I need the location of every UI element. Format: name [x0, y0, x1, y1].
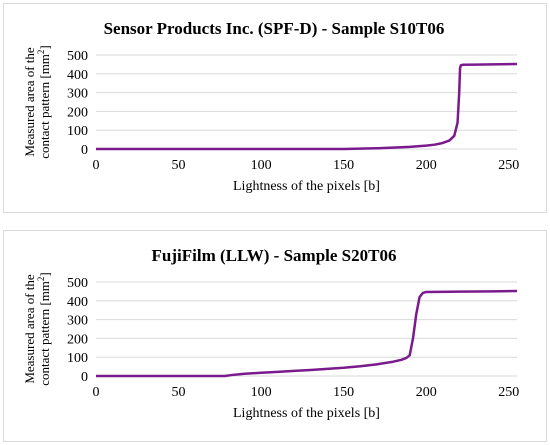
x-tick-label: 50 [172, 158, 186, 173]
x-axis-label: Lightness of the pixels [b] [233, 406, 380, 421]
chart-panel-sensor-products: Sensor Products Inc. (SPF-D) - Sample S1… [3, 3, 547, 213]
y-tick-label: 300 [67, 87, 88, 102]
y-axis-label-suffix: ] [37, 45, 52, 49]
y-tick-label: 400 [67, 295, 88, 310]
chart-panel-fujifilm: FujiFilm (LLW) - Sample S20T06 0 100 200 300… [3, 230, 547, 442]
y-axis-label-line2: contact pattern [mm2] [36, 272, 52, 386]
y-axis-label-line2: contact pattern [mm2] [36, 45, 52, 159]
y-tick-label: 200 [67, 332, 88, 347]
y-tick-label: 100 [67, 351, 88, 366]
y-axis-label-text: contact pattern [mm [37, 54, 52, 159]
y-tick-label: 300 [67, 314, 88, 329]
y-tick-label: 500 [67, 276, 88, 291]
y-axis-label: Measured area of the contact pattern [mm2… [22, 272, 52, 386]
chart-title: FujiFilm (LLW) - Sample S20T06 [152, 246, 397, 265]
x-axis-label: Lightness of the pixels [b] [233, 179, 380, 194]
chart-title: Sensor Products Inc. (SPF-D) - Sample S1… [104, 19, 445, 38]
y-tick-label: 200 [67, 105, 88, 120]
x-tick-label: 0 [93, 158, 100, 173]
y-axis-label-line1: Measured area of the [22, 274, 37, 384]
y-tick-label: 0 [81, 370, 88, 385]
y-axis-label: Measured area of the contact pattern [mm2… [22, 45, 52, 159]
series-line [96, 62, 518, 151]
chart-sensor-products: Sensor Products Inc. (SPF-D) - Sample S1… [22, 19, 519, 194]
x-tick-label: 250 [498, 385, 519, 400]
y-axis-label-superscript: 2 [36, 277, 46, 282]
x-tick-label: 0 [93, 385, 100, 400]
x-tick-label: 150 [333, 385, 354, 400]
y-tick-label: 500 [67, 49, 88, 64]
x-tick-label: 100 [251, 158, 272, 173]
y-tick-label: 0 [81, 143, 88, 158]
x-tick-label: 150 [333, 158, 354, 173]
y-axis-label-text: contact pattern [mm [37, 281, 52, 386]
x-tick-label: 250 [498, 158, 519, 173]
y-axis-label-line1: Measured area of the [22, 47, 37, 157]
y-axis-label-suffix: ] [37, 272, 52, 276]
x-tick-label: 100 [251, 385, 272, 400]
y-tick-label: 400 [67, 68, 88, 83]
x-tick-label: 200 [416, 158, 437, 173]
y-tick-label: 100 [67, 124, 88, 139]
x-tick-label: 50 [172, 385, 186, 400]
y-axis-label-superscript: 2 [36, 50, 46, 55]
chart-fujifilm: FujiFilm (LLW) - Sample S20T06 0 100 200 300… [22, 246, 519, 421]
x-tick-label: 200 [416, 385, 437, 400]
series-line [96, 289, 518, 378]
